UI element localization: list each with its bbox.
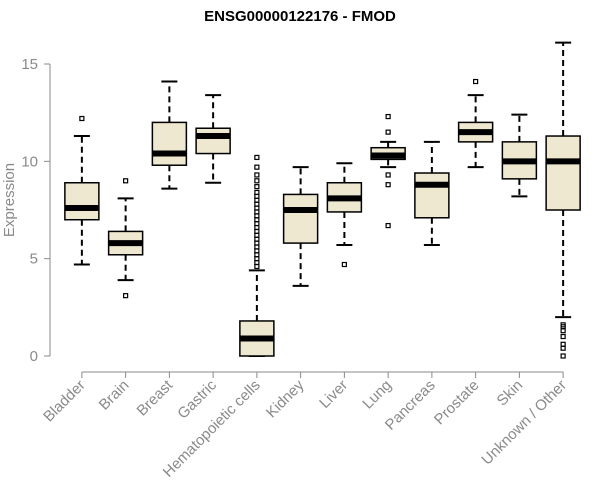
outlier-point (385, 113, 391, 120)
outlier-point (473, 78, 479, 85)
box-iqr (414, 172, 450, 219)
chart-title: ENSG00000122176 - FMOD (204, 8, 396, 25)
x-tick-label: Kidney (263, 376, 308, 421)
x-tick-label: Lung (359, 377, 395, 413)
x-tick-label: Liver (316, 377, 351, 412)
outlier-point (254, 184, 260, 190)
y-tick-label: 5 (30, 251, 38, 268)
y-tick-label: 15 (21, 56, 38, 73)
box-brain (107, 178, 144, 299)
outlier-point (123, 178, 129, 184)
outlier-point (254, 154, 260, 161)
outlier-point (385, 129, 391, 135)
box-pancreas (414, 140, 450, 247)
outlier-point (560, 322, 566, 328)
y-axis: 0 5 10 15 (21, 56, 51, 365)
x-tick-label: Breast (134, 376, 177, 419)
outlier-point (254, 164, 260, 170)
x-tick-label: Brain (96, 377, 133, 414)
outlier-point (560, 341, 566, 347)
outlier-point (560, 353, 566, 359)
outlier-point (341, 261, 347, 268)
outlier-point (254, 178, 260, 184)
outlier-point (123, 293, 129, 299)
outlier-point (560, 333, 566, 340)
box-hematopoietic-cells (239, 154, 275, 357)
outlier-point (385, 172, 391, 178)
box-iqr (545, 135, 581, 211)
box-breast (151, 80, 188, 190)
outlier-point (385, 222, 391, 229)
box-iqr (195, 127, 231, 155)
y-axis-title: Expression (1, 163, 18, 237)
box-iqr (282, 193, 319, 244)
box-prostate (457, 78, 494, 169)
box-lung (370, 113, 406, 229)
box-gastric (195, 94, 231, 184)
x-tick-label: Prostate (431, 377, 483, 429)
box-unknown-other (545, 41, 581, 359)
y-tick-label: 0 (30, 348, 38, 365)
box-kidney (282, 166, 319, 287)
x-tick-label: Skin (494, 377, 527, 410)
box-liver (326, 162, 363, 268)
outlier-point (385, 182, 391, 188)
box-iqr (64, 181, 100, 221)
x-tick-label: Bladder (40, 377, 89, 426)
outlier-point (254, 189, 260, 196)
boxes-group (64, 41, 581, 359)
box-bladder (64, 115, 100, 266)
y-tick-label: 10 (21, 153, 38, 170)
box-iqr (151, 121, 188, 166)
outlier-point (254, 172, 260, 178)
outlier-point (79, 115, 85, 122)
box-skin (501, 113, 538, 198)
